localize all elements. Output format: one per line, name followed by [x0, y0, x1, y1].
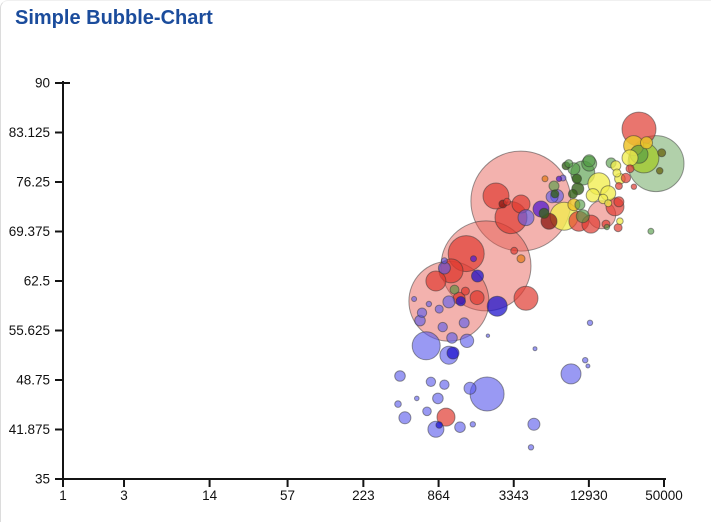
bubble[interactable]: [538, 207, 550, 219]
bubble[interactable]: [655, 167, 664, 175]
bubble[interactable]: [550, 189, 560, 199]
bubble[interactable]: [458, 317, 470, 329]
bubble[interactable]: [471, 269, 484, 283]
bubble[interactable]: [586, 319, 594, 326]
bubble[interactable]: [469, 290, 485, 306]
bubble[interactable]: [440, 257, 448, 265]
bubble[interactable]: [575, 209, 590, 224]
bubble[interactable]: [425, 300, 433, 308]
bubble[interactable]: [513, 285, 539, 311]
x-tick-label: 864: [427, 488, 450, 503]
bubble[interactable]: [470, 255, 477, 263]
bubble[interactable]: [640, 136, 653, 150]
y-tick-label: 83.125: [9, 125, 50, 140]
x-tick-label: 57: [280, 488, 295, 503]
bubble[interactable]: [446, 346, 460, 360]
bubble[interactable]: [425, 270, 447, 292]
bubble[interactable]: [616, 217, 624, 225]
bubble[interactable]: [394, 400, 402, 408]
bubble[interactable]: [560, 363, 582, 385]
bubble[interactable]: [416, 307, 428, 318]
bubble[interactable]: [435, 421, 444, 429]
bubble[interactable]: [434, 304, 444, 314]
x-tick-label: 223: [352, 488, 375, 503]
y-tick-label: 62.5: [24, 274, 50, 289]
bubble[interactable]: [439, 379, 450, 390]
bubble[interactable]: [414, 395, 420, 402]
y-tick-label: 90: [35, 76, 50, 91]
bubble[interactable]: [516, 254, 526, 264]
x-tick-label: 1: [59, 488, 67, 503]
y-tick-label: 55.625: [9, 323, 50, 338]
y-tick-label: 35: [35, 472, 50, 487]
bubble[interactable]: [604, 199, 613, 208]
x-tick-label: 3: [120, 488, 128, 503]
bubble[interactable]: [603, 223, 611, 231]
bubble[interactable]: [446, 332, 458, 344]
bubble[interactable]: [527, 417, 541, 431]
bubble[interactable]: [503, 197, 511, 206]
bubble[interactable]: [564, 159, 574, 169]
bubble[interactable]: [469, 376, 505, 412]
bubble[interactable]: [657, 148, 667, 158]
x-tick-label: 3343: [499, 488, 529, 503]
bubble[interactable]: [442, 295, 456, 309]
bubble[interactable]: [411, 331, 441, 361]
bubble[interactable]: [432, 392, 444, 405]
bubble[interactable]: [449, 284, 460, 295]
bubble[interactable]: [647, 227, 655, 235]
x-tick-label: 50000: [645, 488, 683, 503]
x-tick-label: 14: [202, 488, 218, 503]
bubble[interactable]: [621, 149, 639, 167]
bubble[interactable]: [510, 246, 519, 255]
bubble[interactable]: [614, 182, 623, 190]
bubble[interactable]: [541, 175, 549, 183]
bubble[interactable]: [485, 333, 491, 338]
bubble[interactable]: [455, 296, 466, 307]
bubble[interactable]: [532, 346, 538, 352]
bubble[interactable]: [571, 173, 582, 185]
chart-title: Simple Bubble-Chart: [15, 7, 213, 29]
y-tick-label: 76.25: [16, 175, 50, 190]
bubble[interactable]: [620, 172, 632, 184]
bubble[interactable]: [517, 209, 535, 227]
bubble[interactable]: [469, 421, 476, 428]
bubble[interactable]: [630, 183, 638, 190]
bubble[interactable]: [582, 357, 589, 364]
bubble[interactable]: [567, 188, 578, 199]
bubble[interactable]: [394, 370, 406, 382]
y-tick-label: 41.875: [9, 422, 50, 437]
bubble[interactable]: [486, 295, 508, 317]
bubble[interactable]: [582, 154, 596, 168]
bubble[interactable]: [436, 407, 456, 427]
bubble[interactable]: [613, 223, 623, 233]
bubble[interactable]: [437, 321, 448, 333]
bubble[interactable]: [625, 164, 635, 174]
bubble[interactable]: [454, 421, 466, 434]
bubble[interactable]: [463, 381, 477, 395]
x-tick-label: 12930: [570, 488, 608, 503]
bubble[interactable]: [411, 296, 418, 302]
bubble[interactable]: [574, 199, 586, 211]
bubble[interactable]: [425, 376, 437, 387]
bubble[interactable]: [613, 196, 625, 208]
bubble[interactable]: [422, 406, 432, 417]
bubble[interactable]: [459, 333, 475, 348]
bubble[interactable]: [585, 188, 601, 203]
bubble[interactable]: [398, 411, 412, 425]
bubble[interactable]: [460, 286, 470, 296]
bubble[interactable]: [585, 363, 591, 369]
y-tick-label: 48.75: [16, 373, 50, 388]
bubble[interactable]: [527, 444, 535, 451]
y-tick-label: 69.375: [9, 224, 50, 239]
bubble[interactable]: [612, 168, 622, 178]
bubble[interactable]: [555, 175, 563, 183]
